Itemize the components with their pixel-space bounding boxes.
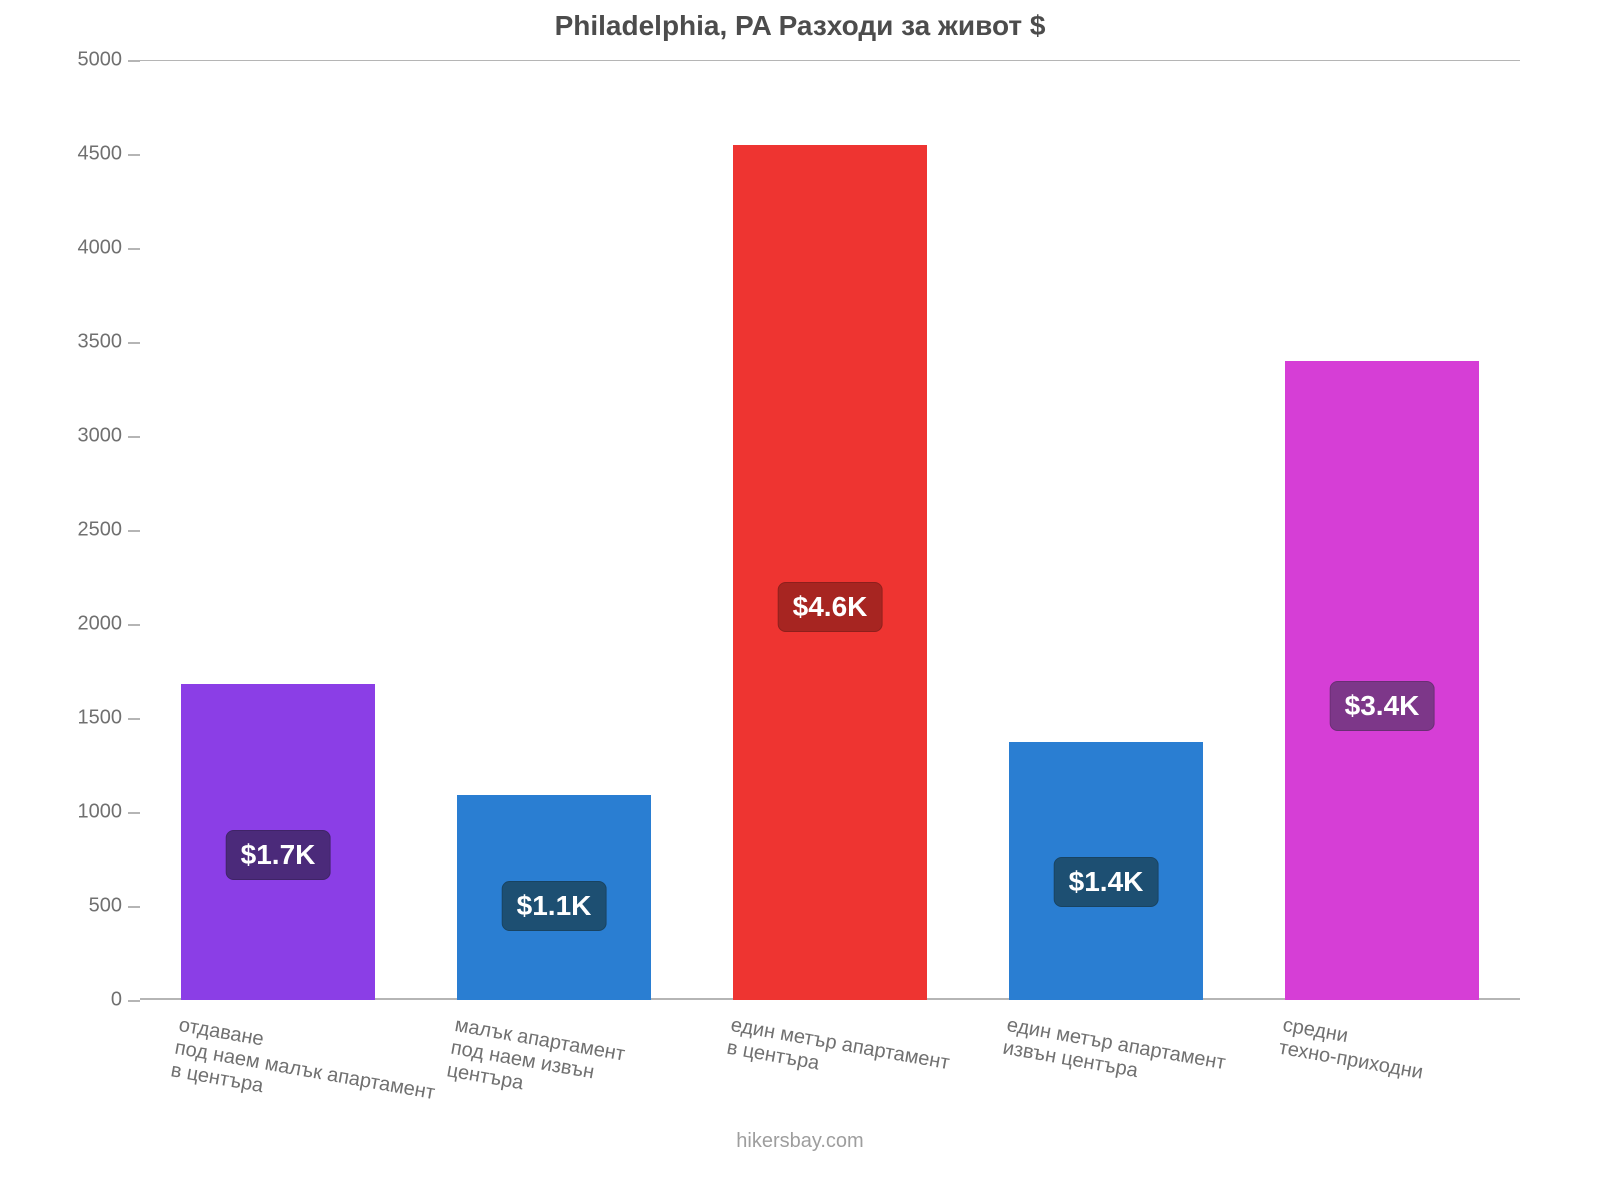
y-tick [128,812,140,814]
y-tick-label: 3500 [78,331,123,354]
x-axis-label: среднитехно-приходни [1277,1014,1429,1085]
y-tick-label: 1500 [78,707,123,730]
y-tick-label: 1000 [78,801,123,824]
y-tick-label: 500 [89,895,122,918]
value-badge: $1.4K [1054,857,1159,907]
y-tick [128,530,140,532]
y-tick-label: 2500 [78,519,123,542]
y-tick-label: 4500 [78,143,123,166]
y-tick [128,906,140,908]
bar [733,145,926,1000]
value-badge: $1.1K [502,881,607,931]
y-tick [128,624,140,626]
chart-title: Philadelphia, PA Разходи за живот $ [0,10,1600,42]
y-tick [128,248,140,250]
y-tick-label: 2000 [78,613,123,636]
grid-line-top [140,60,1520,61]
source-label: hikersbay.com [0,1130,1600,1153]
x-axis-label: отдаванепод наем малък апартаментв центъ… [169,1014,441,1128]
value-badge: $1.7K [226,830,331,880]
chart-container: Philadelphia, PA Разходи за живот $ 0500… [0,0,1600,1200]
y-tick [128,342,140,344]
value-badge: $4.6K [778,582,883,632]
plot-area: 0500100015002000250030003500400045005000… [140,60,1520,1000]
value-badge: $3.4K [1330,681,1435,731]
y-tick-label: 5000 [78,49,123,72]
y-tick [128,436,140,438]
y-tick [128,60,140,62]
y-tick [128,154,140,156]
y-tick-label: 0 [111,989,122,1012]
x-axis-label: един метър апартаментизвън центъра [1001,1014,1227,1098]
y-tick [128,1000,140,1002]
y-tick-label: 4000 [78,237,123,260]
x-axis-label: малък апартаментпод наем извънцентъра [445,1014,627,1112]
y-tick-label: 3000 [78,425,123,448]
x-axis-label: един метър апартаментв центъра [725,1014,951,1098]
y-tick [128,718,140,720]
